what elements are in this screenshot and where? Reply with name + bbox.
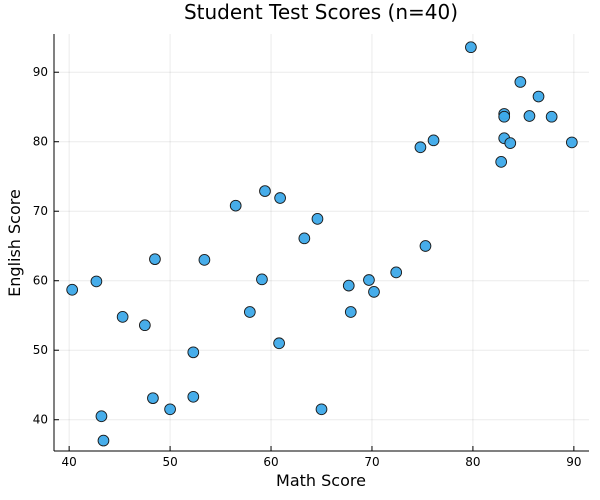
data-point	[90, 275, 103, 288]
data-point	[198, 254, 211, 266]
data-point	[164, 403, 176, 416]
data-point	[274, 192, 286, 204]
data-point	[298, 232, 311, 245]
data-point	[390, 266, 403, 279]
data-point	[545, 110, 558, 123]
x-tick-label: 50	[162, 455, 177, 469]
data-point	[414, 141, 427, 154]
data-point	[138, 319, 151, 332]
chart-title: Student Test Scores (n=40)	[184, 0, 458, 24]
data-point	[259, 185, 271, 197]
grid	[54, 34, 589, 451]
data-point	[97, 434, 110, 447]
data-point	[495, 156, 508, 168]
x-tick-label: 70	[364, 455, 379, 469]
data-point	[149, 253, 161, 266]
y-tick-label: 90	[33, 65, 48, 79]
data-point	[95, 410, 108, 423]
tick-labels: 40 50 60 70 80 90 40 50 60 70 80 90	[33, 65, 582, 469]
data-point	[311, 213, 324, 225]
data-point	[514, 76, 527, 88]
y-tick-label: 60	[33, 274, 48, 288]
data-point	[147, 392, 159, 405]
y-tick-label: 40	[33, 413, 48, 427]
data-point	[116, 311, 129, 323]
x-axis-label: Math Score	[276, 471, 366, 490]
x-tick-label: 90	[566, 455, 581, 469]
x-tick-label: 60	[263, 455, 278, 469]
data-point	[315, 403, 328, 416]
data-point	[368, 285, 380, 298]
data-point	[419, 240, 432, 252]
y-tick-label: 80	[33, 135, 48, 149]
x-tick-label: 80	[465, 455, 480, 469]
data-point	[66, 283, 79, 296]
y-tick-label: 70	[33, 204, 48, 218]
data-point	[342, 279, 355, 292]
data-point	[465, 41, 477, 54]
data-point	[243, 306, 256, 318]
data-points	[66, 41, 578, 447]
data-point	[187, 346, 200, 359]
y-axis-label: English Score	[5, 189, 24, 297]
data-point	[427, 134, 440, 147]
data-point	[363, 274, 375, 286]
data-point	[565, 136, 578, 149]
data-point	[187, 390, 200, 403]
axes	[53, 34, 589, 452]
data-point	[229, 199, 242, 212]
data-point	[344, 306, 357, 318]
data-point	[256, 273, 268, 286]
data-point	[498, 110, 511, 123]
data-point	[532, 90, 545, 103]
data-point	[504, 137, 517, 149]
y-tick-label: 50	[33, 343, 48, 357]
data-point	[273, 337, 285, 350]
x-tick-label: 40	[62, 455, 77, 469]
data-point	[523, 110, 536, 122]
